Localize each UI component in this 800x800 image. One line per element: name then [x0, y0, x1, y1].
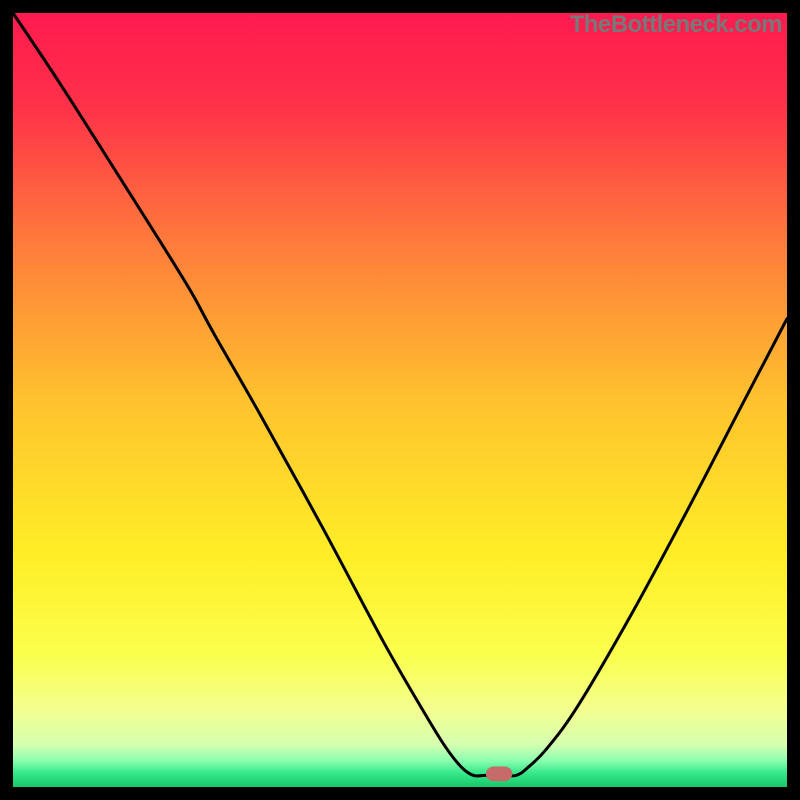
trough-marker	[486, 766, 512, 781]
plot-area: TheBottleneck.com	[13, 13, 787, 787]
chart-frame: TheBottleneck.com	[0, 0, 800, 800]
watermark-text: TheBottleneck.com	[570, 13, 782, 39]
bottleneck-curve	[13, 13, 787, 787]
